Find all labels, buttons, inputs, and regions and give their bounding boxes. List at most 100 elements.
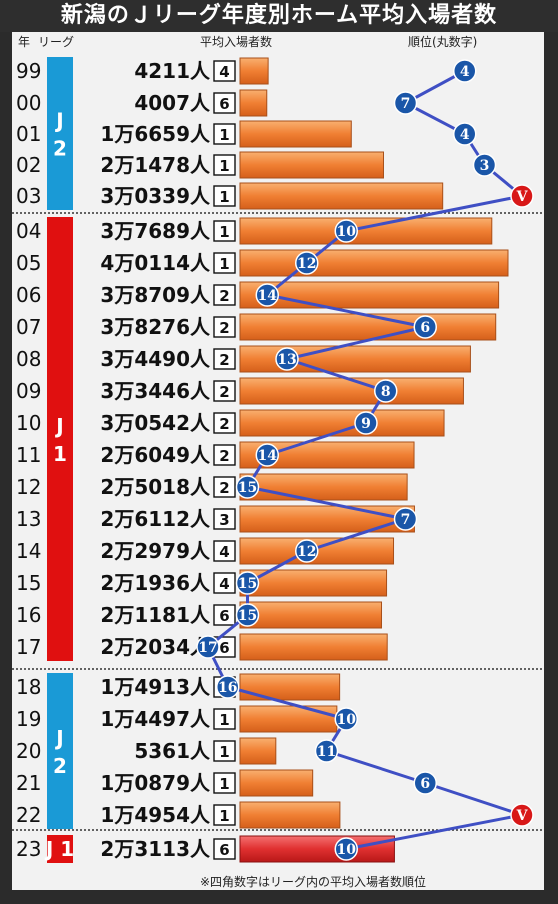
rank-marker xyxy=(453,59,477,83)
attendance-bar xyxy=(239,120,352,148)
attendance-label: 3万0339人 xyxy=(100,184,211,208)
attendance-label: 1万4913人 xyxy=(100,675,211,699)
attendance-label: 1万0879人 xyxy=(100,771,211,795)
attendance-label: 1万4497人 xyxy=(100,707,211,731)
rank-box-number: 1 xyxy=(219,711,229,729)
rank-box xyxy=(213,380,236,402)
attendance-label: 2万2979人 xyxy=(100,539,211,563)
rank-box-number: 2 xyxy=(219,319,229,337)
rank-line-segment xyxy=(246,485,407,521)
rank-box xyxy=(213,604,236,626)
attendance-bar xyxy=(239,377,464,405)
rank-box xyxy=(213,838,236,860)
attendance-bar xyxy=(239,801,341,829)
rank-box-number: 2 xyxy=(219,415,229,433)
rank-box xyxy=(213,154,236,176)
rank-line-segment xyxy=(305,517,407,553)
rank-marker-label: 10 xyxy=(337,842,357,858)
rank-marker-label: 6 xyxy=(420,320,430,336)
attendance-bar xyxy=(239,633,388,661)
league-band xyxy=(47,673,73,829)
rank-marker-label: 4 xyxy=(460,64,470,80)
attendance-label: 1万4954人 xyxy=(100,803,211,827)
year-label: 20 xyxy=(16,739,41,763)
rank-box-number: 6 xyxy=(219,841,229,859)
league-label: J xyxy=(54,726,63,750)
rank-marker xyxy=(393,91,418,115)
league-band xyxy=(47,57,73,210)
rank-box xyxy=(213,508,236,530)
rank-marker xyxy=(334,219,358,243)
attendance-bar xyxy=(239,673,341,701)
rank-marker-label: 11 xyxy=(317,744,336,760)
rank-marker-label: V xyxy=(516,808,529,824)
rank-marker xyxy=(295,251,319,275)
attendance-label: 2万1478人 xyxy=(100,153,211,177)
rank-marker xyxy=(235,571,260,595)
league-band xyxy=(47,217,73,661)
year-label: 08 xyxy=(16,347,41,371)
attendance-bar xyxy=(239,89,268,117)
rank-box xyxy=(213,252,236,274)
rank-box-number: 4 xyxy=(219,543,229,561)
league-number: 2 xyxy=(53,137,67,161)
rank-marker-label: 10 xyxy=(337,712,357,728)
attendance-label: 2万6112人 xyxy=(100,507,211,531)
rank-box xyxy=(213,185,236,207)
rank-marker xyxy=(216,675,240,699)
rank-box-number: 1 xyxy=(219,807,229,825)
rank-marker-label: 13 xyxy=(277,352,296,368)
attendance-label: 3万3446人 xyxy=(100,379,211,403)
rank-marker-label: 3 xyxy=(480,158,490,174)
rank-marker xyxy=(354,411,378,435)
year-label: 15 xyxy=(16,571,41,595)
rank-marker xyxy=(374,379,398,403)
rank-marker-label: 15 xyxy=(238,480,257,496)
rank-box xyxy=(213,804,236,826)
rank-box-number: 2 xyxy=(219,383,229,401)
bottom-bar xyxy=(0,890,558,904)
rank-marker-label: 12 xyxy=(297,544,316,560)
rank-marker xyxy=(334,707,358,731)
rank-box-number: 2 xyxy=(219,287,229,305)
year-label: 23 xyxy=(16,837,41,861)
champion-marker xyxy=(510,184,534,208)
year-label: 04 xyxy=(16,219,41,243)
rank-marker xyxy=(472,153,497,177)
year-label: 03 xyxy=(16,184,41,208)
year-label: 02 xyxy=(16,153,41,177)
attendance-bar xyxy=(239,505,415,533)
rank-box-number: 4 xyxy=(219,63,229,81)
rank-line-segment xyxy=(344,194,524,233)
rank-marker-label: 17 xyxy=(198,640,217,656)
chart-title: 新潟のＪリーグ年度別ホーム平均入場者数 xyxy=(0,0,558,32)
footnote: ※四角数字はリーグ内の平均入場者数順位 xyxy=(200,874,426,889)
rank-marker-label: 10 xyxy=(337,224,357,240)
rank-box xyxy=(213,740,236,762)
attendance-label: 4211人 xyxy=(134,59,211,83)
rank-line-segment xyxy=(325,749,427,785)
rank-box xyxy=(213,708,236,730)
rank-box-number: 1 xyxy=(219,223,229,241)
rank-marker xyxy=(196,635,220,659)
rank-marker-label: 15 xyxy=(238,608,257,624)
year-label: 01 xyxy=(16,122,41,146)
rank-marker xyxy=(295,539,319,563)
attendance-bar xyxy=(239,705,338,733)
rank-box-number: 1 xyxy=(219,255,229,273)
rank-box-number: 2 xyxy=(219,479,229,497)
rank-box-number: 3 xyxy=(219,511,229,529)
attendance-label: 4万0114人 xyxy=(100,251,211,275)
year-label: 14 xyxy=(16,539,41,563)
attendance-bar xyxy=(239,151,384,179)
rank-box-number: 6 xyxy=(219,95,229,113)
rank-box xyxy=(213,772,236,794)
rank-box-number: 1 xyxy=(219,743,229,761)
year-label: 11 xyxy=(16,443,41,467)
year-label: 22 xyxy=(16,803,41,827)
rank-marker-label: 7 xyxy=(401,96,411,112)
year-label: 17 xyxy=(16,635,41,659)
year-label: 21 xyxy=(16,771,41,795)
rank-marker-label: 16 xyxy=(218,680,237,696)
rank-line-segment xyxy=(265,293,427,329)
